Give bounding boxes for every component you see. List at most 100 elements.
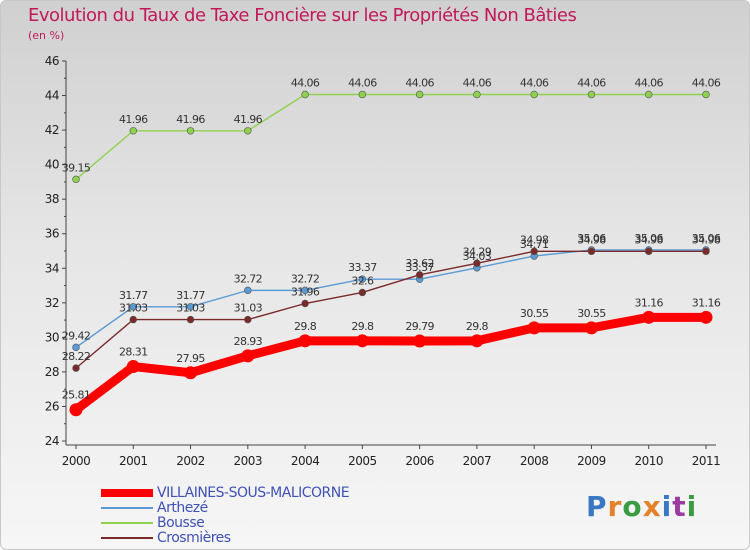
data-point: [129, 303, 137, 311]
data-label: 41.96: [234, 113, 263, 126]
data-point: [415, 90, 424, 99]
y-tick-label: 32: [45, 296, 59, 310]
logo-letter: r: [607, 490, 623, 523]
data-point: [69, 403, 83, 417]
data-label: 28.93: [234, 335, 263, 348]
data-point: [587, 247, 596, 256]
data-point: [645, 90, 653, 99]
data-point: [186, 127, 195, 135]
legend-swatch: [101, 507, 153, 509]
y-tick-label: 44: [45, 89, 59, 103]
legend-swatch: [101, 522, 153, 524]
data-label: 34.98: [577, 233, 606, 246]
series-line-2: [75, 93, 706, 180]
legend-label: Crosmières: [157, 530, 231, 546]
data-point: [241, 349, 255, 363]
x-tick-label: 2004: [291, 454, 320, 468]
data-point: [72, 175, 80, 184]
logo-letter: t: [672, 490, 687, 523]
logo-letter: o: [622, 490, 643, 523]
data-point: [530, 247, 538, 256]
data-point: [413, 334, 427, 348]
line-chart: 24 26 28 30 32 34 36 38 40 42 44 46 2000 2001 2002 2003…: [45, 54, 722, 468]
data-point: [129, 315, 137, 324]
data-point: [699, 310, 713, 324]
data-point: [298, 334, 312, 348]
data-label: 31.77: [119, 289, 148, 302]
data-label: 29.42: [62, 329, 91, 342]
data-label: 34.03: [463, 250, 492, 263]
data-label: 31.03: [234, 302, 263, 315]
data-point: [129, 127, 137, 135]
data-label: 44.06: [348, 77, 377, 90]
logo-letter: i: [686, 490, 698, 523]
data-label: 44.06: [291, 77, 320, 90]
data-label: 31.77: [176, 289, 205, 302]
data-point: [645, 247, 653, 256]
data-label: 29.79: [405, 320, 434, 333]
data-point: [184, 366, 198, 380]
data-label: 44.06: [463, 77, 492, 90]
data-label: 29.8: [351, 320, 374, 333]
data-point: [527, 321, 541, 335]
series-line-3: [75, 250, 706, 369]
data-point: [584, 321, 598, 335]
data-label: 27.95: [176, 352, 205, 365]
data-point: [702, 247, 710, 256]
data-label: 39.15: [62, 161, 91, 174]
y-tick-label: 38: [45, 192, 59, 206]
logo-letter: P: [586, 490, 608, 523]
data-label: 35.06: [577, 232, 606, 245]
series-line-0: [73, 312, 706, 414]
x-tick-label: 2011: [692, 454, 721, 468]
y-tick-label: 28: [45, 365, 59, 379]
legend-label: Bousse: [157, 515, 205, 531]
x-tick-label: 2003: [234, 454, 263, 468]
y-tick-label: 26: [45, 399, 59, 413]
data-label: 31.16: [692, 296, 721, 309]
y-tick-label: 42: [45, 123, 59, 137]
legend-label: VILLAINES-SOUS-MALICORNE: [157, 485, 350, 501]
data-point: [473, 90, 481, 99]
data-label: 44.06: [577, 77, 606, 90]
data-label: 33.37: [405, 261, 434, 274]
x-tick-label: 2010: [634, 454, 663, 468]
data-label: 44.06: [405, 77, 434, 90]
x-tick-label: 2007: [463, 454, 492, 468]
data-label: 34.98: [520, 233, 549, 246]
data-label: 25.81: [62, 389, 91, 402]
y-tick-label: 40: [45, 158, 59, 172]
data-label: 33.62: [405, 257, 434, 270]
data-point: [186, 315, 195, 324]
data-label: 31.03: [176, 302, 205, 315]
data-point: [358, 275, 367, 283]
data-point: [358, 90, 367, 99]
legend-swatch: [101, 489, 153, 497]
data-label: 30.55: [520, 307, 549, 320]
y-unit-label: (en %): [28, 29, 65, 42]
series-line-1: [75, 249, 706, 348]
x-tick-label: 2000: [62, 454, 91, 468]
proxiti-logo: Proxiti: [586, 490, 697, 523]
legend-swatch: [101, 537, 153, 539]
data-label: 32.72: [291, 272, 320, 285]
y-tick-label: 34: [45, 261, 59, 275]
data-point: [642, 310, 656, 324]
data-label: 29.8: [294, 320, 317, 333]
data-label: 44.06: [634, 77, 663, 90]
data-point: [244, 286, 252, 295]
data-point: [415, 271, 424, 279]
data-label: 41.96: [176, 113, 205, 126]
data-point: [530, 90, 538, 99]
data-label: 34.98: [692, 233, 721, 246]
data-label: 31.03: [119, 302, 148, 315]
x-tick-label: 2001: [119, 454, 148, 468]
y-tick-label: 46: [45, 54, 59, 68]
data-label: 30.55: [577, 307, 606, 320]
data-point: [72, 364, 80, 372]
data-point: [186, 303, 195, 311]
x-tick-label: 2009: [577, 454, 606, 468]
x-tick-label: 2005: [348, 454, 377, 468]
data-label: 32.72: [234, 272, 263, 285]
data-point: [126, 360, 140, 374]
